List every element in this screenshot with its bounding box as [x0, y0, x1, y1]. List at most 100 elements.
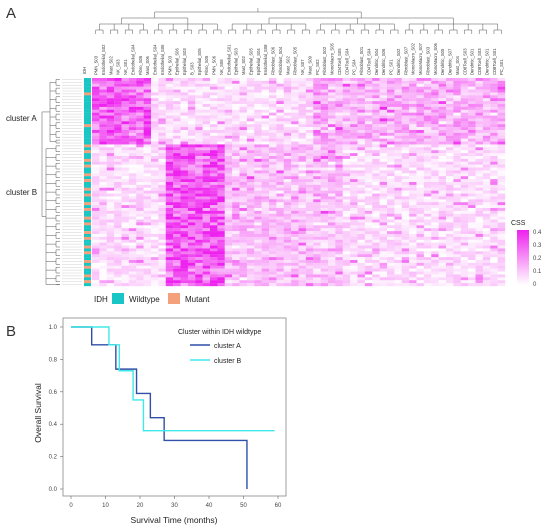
- heatmap-cell: [482, 147, 491, 151]
- heatmap-cell: [291, 271, 299, 275]
- heatmap-cell: [239, 130, 248, 134]
- heatmap-cell: [453, 205, 461, 209]
- heatmap-cell: [350, 161, 358, 165]
- heatmap-cell: [416, 239, 425, 243]
- heatmap-cell: [195, 277, 203, 281]
- heatmap-cell: [379, 170, 388, 174]
- heatmap-cell: [482, 280, 491, 284]
- heatmap-cell: [254, 115, 262, 119]
- heatmap-cell: [121, 147, 130, 151]
- heatmap-cell: [372, 210, 380, 214]
- heatmap-cell: [180, 260, 189, 264]
- heatmap-cell: [453, 271, 461, 275]
- heatmap-cell: [342, 234, 351, 238]
- heatmap-cell: [217, 182, 225, 186]
- heatmap-cell: [387, 274, 395, 278]
- heatmap-cell: [335, 104, 343, 108]
- heatmap-cell: [187, 202, 196, 206]
- heatmap-cell: [114, 210, 122, 214]
- heatmap-cell: [475, 78, 484, 82]
- heatmap-cell: [217, 153, 225, 157]
- heatmap-cell: [269, 170, 277, 174]
- heatmap-cell: [298, 164, 307, 168]
- column-label: MonoMacro_S06: [433, 42, 438, 75]
- heatmap-cell: [261, 118, 270, 122]
- heatmap-cell: [114, 268, 122, 272]
- heatmap-cell: [195, 187, 203, 191]
- heatmap-cell: [202, 98, 211, 102]
- heatmap-cell: [232, 179, 240, 183]
- heatmap-cell: [490, 173, 498, 177]
- heatmap-cell: [431, 231, 439, 235]
- heatmap-cell: [423, 78, 432, 82]
- heatmap-cell: [394, 115, 402, 119]
- heatmap-cell: [187, 150, 196, 154]
- heatmap-cell: [128, 78, 137, 82]
- heatmap-cell: [298, 193, 307, 197]
- heatmap-cell: [328, 150, 336, 154]
- heatmap-cell: [283, 231, 292, 235]
- heatmap-cell: [387, 260, 395, 264]
- heatmap-cell: [438, 182, 447, 186]
- heatmap-cell: [379, 265, 388, 269]
- heatmap-cell: [394, 242, 402, 246]
- heatmap-cell: [320, 83, 329, 87]
- heatmap-cell: [401, 193, 410, 197]
- heatmap-cell: [438, 262, 447, 266]
- heatmap-cell: [364, 208, 373, 212]
- heatmap-cell: [364, 248, 373, 252]
- heatmap-cell: [254, 130, 262, 134]
- heatmap-cell: [276, 179, 284, 183]
- km-x-tick-label: 10: [102, 503, 109, 509]
- heatmap-cell: [173, 239, 181, 243]
- heatmap-cell: [364, 118, 373, 122]
- heatmap-cell: [364, 236, 373, 240]
- heatmap-cell: [92, 144, 100, 148]
- heatmap-cell: [320, 167, 329, 171]
- heatmap-cell: [387, 106, 395, 110]
- heatmap-cell: [269, 225, 277, 229]
- heatmap-cell: [210, 98, 218, 102]
- heatmap-cell: [106, 239, 115, 243]
- heatmap-cell: [482, 135, 491, 139]
- heatmap-cell: [453, 193, 461, 197]
- heatmap-cell: [328, 176, 336, 180]
- heatmap-cell: [438, 208, 447, 212]
- km-x-tick-label: 40: [206, 503, 213, 509]
- heatmap-cell: [401, 208, 410, 212]
- heatmap-cell: [387, 216, 395, 220]
- heatmap-cell: [394, 164, 402, 168]
- heatmap-cell: [438, 228, 447, 232]
- heatmap-cell: [364, 231, 373, 235]
- heatmap-cell: [232, 219, 240, 223]
- heatmap-cell: [446, 213, 454, 217]
- heatmap-cell: [453, 130, 461, 134]
- heatmap-cell: [320, 236, 329, 240]
- heatmap-cell: [165, 190, 174, 194]
- heatmap-cell: [416, 112, 425, 116]
- heatmap-cell: [372, 205, 380, 209]
- heatmap-cell: [460, 231, 469, 235]
- heatmap-cell: [328, 109, 336, 113]
- heatmap-cell: [136, 234, 144, 238]
- heatmap-cell: [431, 179, 439, 183]
- heatmap-cell: [328, 127, 336, 131]
- heatmap-cell: [136, 95, 144, 99]
- heatmap-cell: [291, 118, 299, 122]
- heatmap-cell: [99, 132, 107, 136]
- heatmap-cell: [158, 164, 166, 168]
- heatmap-cell: [99, 150, 107, 154]
- column-label: PC_S01: [499, 59, 504, 75]
- heatmap-cell: [438, 184, 447, 188]
- heatmap-cell: [173, 106, 181, 110]
- heatmap-cell: [291, 124, 299, 128]
- heatmap-cell: [195, 196, 203, 200]
- heatmap-cell: [357, 167, 366, 171]
- heatmap-cell: [239, 104, 248, 108]
- idh-annotation-cell: [84, 115, 91, 119]
- heatmap-cell: [305, 208, 314, 212]
- heatmap-cell: [232, 95, 240, 99]
- heatmap-cell: [165, 199, 174, 203]
- heatmap-cell: [173, 210, 181, 214]
- heatmap-cell: [180, 225, 189, 229]
